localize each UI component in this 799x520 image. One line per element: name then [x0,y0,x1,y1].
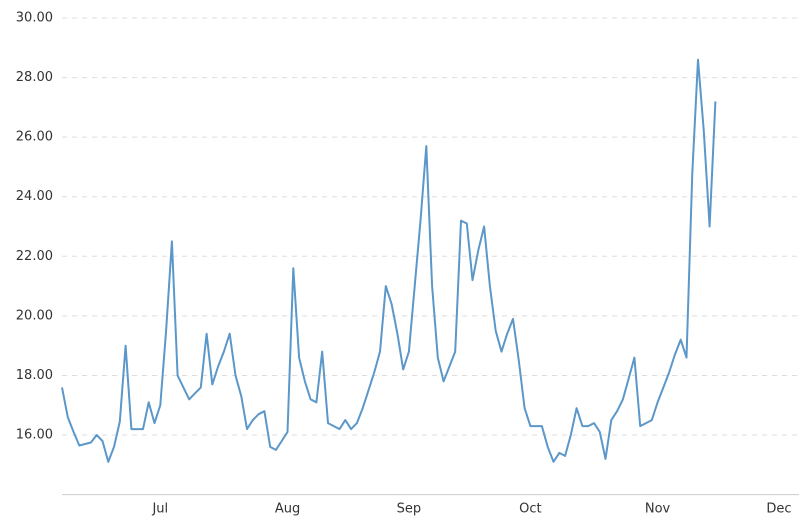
x-tick-label: Oct [519,502,541,517]
y-tick-label: 30.00 [16,11,53,26]
y-tick-label: 20.00 [16,308,53,323]
y-tick-label: 22.00 [16,249,53,264]
x-tick-label: Dec [766,502,791,517]
x-tick-label: Aug [275,502,300,517]
x-tick-label: Jul [151,502,168,517]
line [61,58,717,463]
x-tick-label: Sep [397,502,422,517]
y-tick-label: 16.00 [16,428,53,443]
y-tick-label: 24.00 [16,189,53,204]
y-tick-label: 18.00 [16,368,53,383]
y-tick-label: 28.00 [16,70,53,85]
x-tick-label: Nov [645,502,671,517]
y-tick-label: 26.00 [16,130,53,145]
